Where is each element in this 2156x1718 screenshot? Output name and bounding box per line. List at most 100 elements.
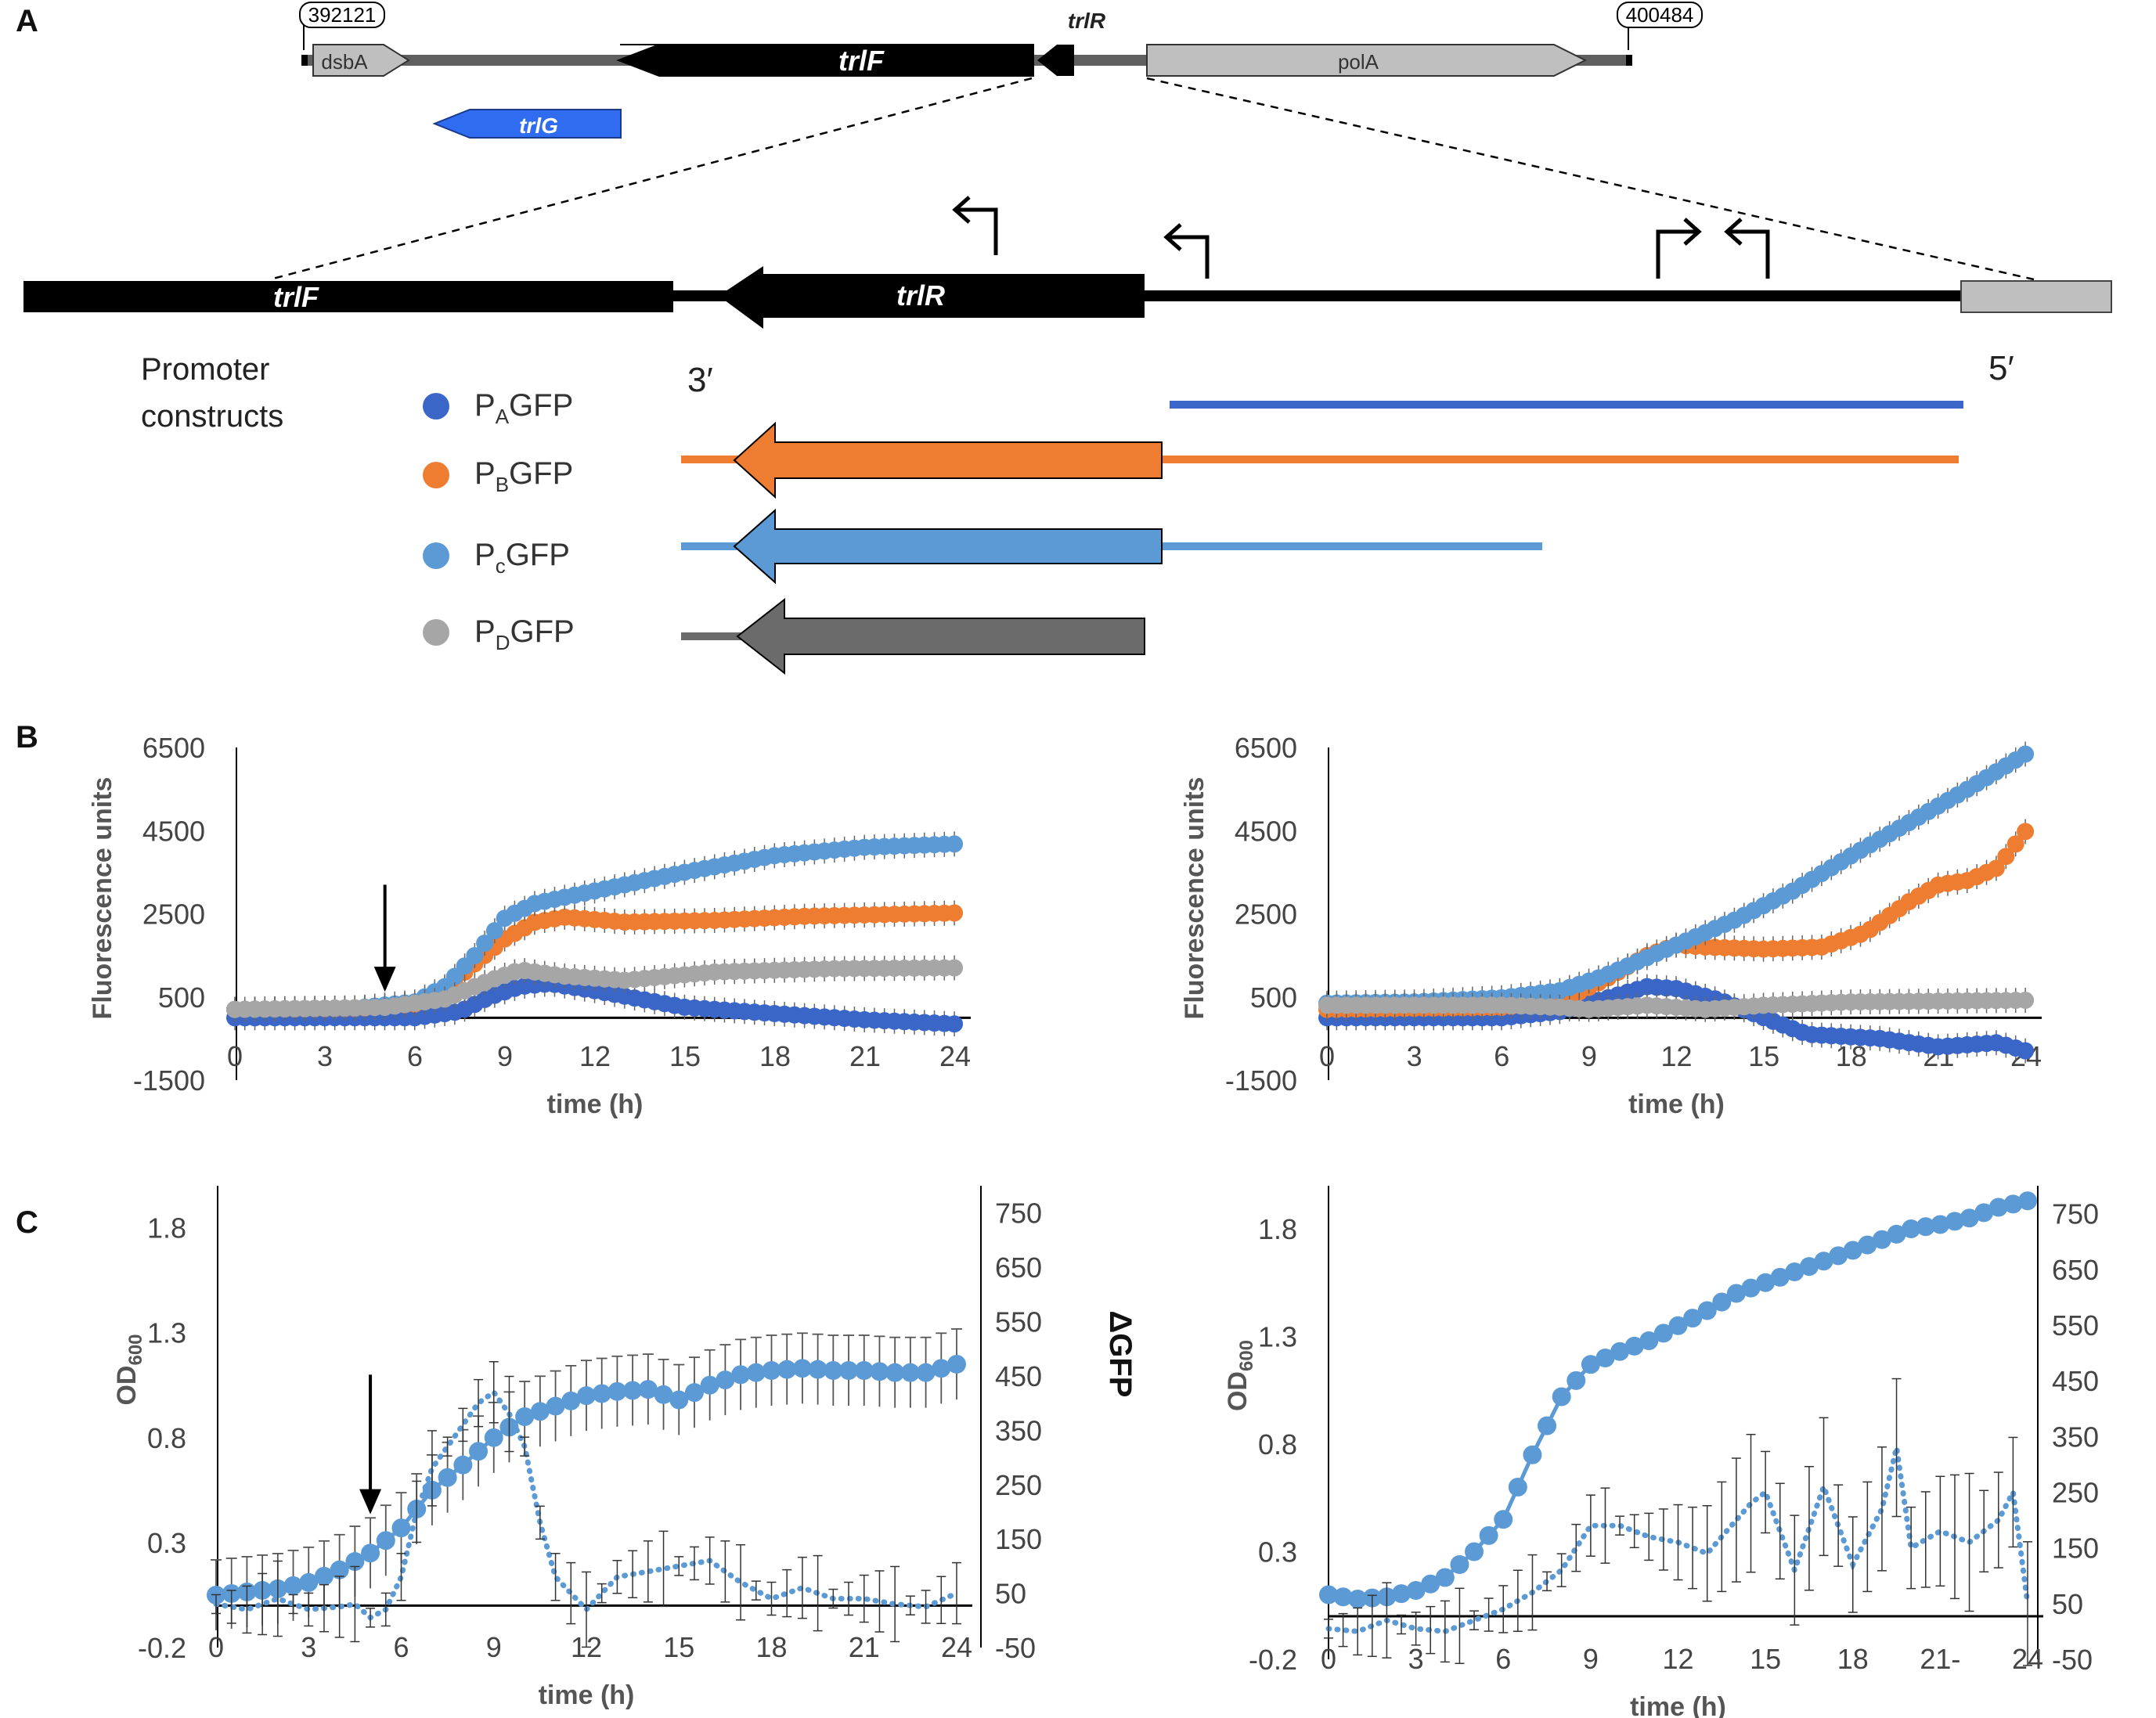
data-point xyxy=(870,1362,889,1381)
x-tick-label: 0 xyxy=(208,1631,224,1663)
data-point xyxy=(1538,1416,1557,1435)
data-point xyxy=(1465,1542,1484,1561)
data-point xyxy=(1987,859,2005,877)
zoom-trlf-label: trlF xyxy=(273,281,319,313)
gene-dsba-label: dsbA xyxy=(321,50,368,74)
data-point xyxy=(1770,1267,1790,1287)
x-tick-label: 21- xyxy=(1920,1643,1960,1675)
y-tick-label: 6500 xyxy=(142,732,205,764)
promoter-arrows xyxy=(952,196,1770,279)
data-point xyxy=(1639,1331,1659,1350)
y-axis-label: OD600 xyxy=(1223,1340,1257,1411)
data-point xyxy=(1916,1217,1935,1237)
zoom-pola-block xyxy=(1960,280,2112,313)
x-tick-label: 0 xyxy=(1321,1643,1336,1675)
data-point xyxy=(2017,1042,2035,1060)
data-point xyxy=(283,1576,303,1595)
genome-right-cap xyxy=(1626,55,1632,66)
y-tick-label: 6500 xyxy=(1235,732,1297,764)
y-tick-label: 2500 xyxy=(142,899,205,931)
x-tick-label: 12 xyxy=(1662,1643,1693,1675)
data-point xyxy=(2017,992,2035,1010)
data-point xyxy=(700,1375,719,1395)
data-point xyxy=(1610,1342,1630,1361)
annotation-arrow-head xyxy=(359,1489,382,1515)
chart-c-left: 1.81.30.80.3-0.275065055045035025015050-… xyxy=(112,1186,1137,1710)
data-point xyxy=(577,1386,596,1406)
data-point xyxy=(2003,1194,2023,1214)
data-point xyxy=(1988,1198,2008,1217)
data-point xyxy=(1858,1235,1877,1255)
data-point xyxy=(777,1360,797,1379)
promoter-arrow-3-head xyxy=(1683,218,1702,246)
data-point xyxy=(1829,1246,1848,1266)
data-point xyxy=(1581,1355,1600,1374)
coord-start-label: 392121 xyxy=(308,3,377,27)
data-point xyxy=(1814,1252,1833,1271)
gene-trlr-label: trlR xyxy=(1068,9,1106,33)
y-right-tick-label: -50 xyxy=(995,1632,1036,1664)
y-axis-label: Fluorescence units xyxy=(88,777,117,1020)
x-tick-label: 9 xyxy=(1583,1643,1599,1675)
data-point xyxy=(900,1363,920,1382)
chart-b-left: 6500 4500 2500 500 -1500 0 3 6 9 12 15 18 21 24 time (… xyxy=(88,732,971,1119)
x-tick-label: 18 xyxy=(755,1631,787,1663)
panel-label-b: B xyxy=(16,720,38,755)
data-point xyxy=(1741,1278,1761,1298)
x-tick-label: 21 xyxy=(849,1631,880,1663)
gene-dsba-arrow xyxy=(312,44,410,77)
construct-c-label: PcGFP xyxy=(474,538,570,578)
x-tick-label: 15 xyxy=(1748,1040,1779,1072)
data-point xyxy=(485,922,503,940)
coord-end-box xyxy=(1617,2,1703,28)
x-axis-label: time (h) xyxy=(539,1680,635,1710)
data-point xyxy=(1421,1574,1440,1594)
y-tick-label: 1.8 xyxy=(1258,1213,1297,1245)
y-tick-label: 0.3 xyxy=(1258,1536,1297,1569)
end-3-label: 3′ xyxy=(687,361,713,399)
data-point xyxy=(1450,1555,1469,1574)
zoom-trlr-arrowhead xyxy=(719,266,1145,329)
x-tick-label: 9 xyxy=(486,1631,502,1663)
promoter-arrow-2 xyxy=(1168,235,1210,279)
construct-b-dot xyxy=(423,462,449,488)
data-point xyxy=(466,946,484,964)
data-point xyxy=(1997,848,2015,866)
data-point xyxy=(515,1407,535,1426)
promoter-arrow-4 xyxy=(1729,229,1770,279)
y-tick-label: 2500 xyxy=(1235,899,1297,931)
x-tick-label: 9 xyxy=(1581,1040,1597,1072)
data-point xyxy=(638,1380,658,1399)
y-right-tick-label: 50 xyxy=(995,1578,1026,1610)
data-point xyxy=(1668,1316,1688,1335)
x-tick-label: 6 xyxy=(393,1631,409,1663)
x-tick-label: 15 xyxy=(663,1631,694,1663)
x-tick-label: 12 xyxy=(1660,1040,1692,1072)
y-tick-label: 500 xyxy=(1250,981,1297,1014)
promoter-arrow-3 xyxy=(1656,229,1697,279)
data-point xyxy=(546,1396,565,1416)
data-point xyxy=(1726,1284,1746,1303)
data-point xyxy=(623,1381,643,1400)
x-tick-label: 0 xyxy=(1319,1040,1335,1072)
construct-a-label: PAGFP xyxy=(474,388,573,428)
data-point xyxy=(469,1442,489,1461)
data-point xyxy=(946,835,964,853)
data-point xyxy=(1872,1230,1891,1249)
data-point xyxy=(654,1385,673,1404)
y-right-tick-label: 650 xyxy=(995,1252,1042,1284)
construct-b-arrow xyxy=(733,421,1163,499)
x-tick-label: 12 xyxy=(579,1040,611,1072)
data-point xyxy=(1435,1568,1455,1587)
data-point xyxy=(1785,1262,1804,1281)
x-tick-label: 3 xyxy=(301,1631,316,1663)
data-point xyxy=(484,1428,503,1447)
data-point xyxy=(824,1361,843,1380)
y-right-tick-label: 750 xyxy=(995,1198,1042,1230)
data-point xyxy=(916,1363,936,1382)
promoter-arrow-4-head xyxy=(1724,218,1743,246)
promoter-arrow-2-head xyxy=(1163,223,1182,251)
gene-trlg-arrow xyxy=(432,109,622,139)
y-tick-label: -0.2 xyxy=(138,1632,186,1664)
construct-b-label: PBGFP xyxy=(474,456,573,496)
